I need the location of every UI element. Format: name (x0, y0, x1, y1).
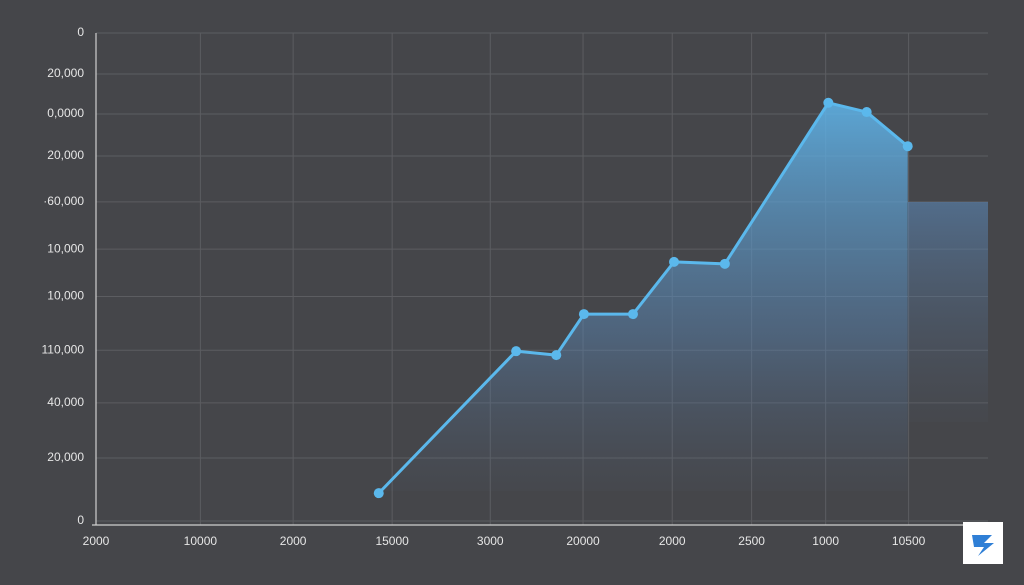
y-tick-label: 110,000 (42, 342, 85, 356)
y-tick-label: 0 (77, 513, 84, 527)
y-tick-label: 10,000 (47, 241, 84, 255)
point (373, 488, 384, 499)
area (378, 102, 908, 494)
line (377, 101, 909, 495)
x-tick-label: 2000 (659, 534, 686, 548)
point (902, 141, 913, 152)
x-tick-label: 10500 (892, 534, 926, 548)
y-tick-label: 20,000 (47, 148, 84, 162)
area-extension (908, 202, 988, 422)
x-tick-label: 1000 (812, 534, 839, 548)
point (823, 97, 834, 108)
x-tick-label: 2500 (738, 534, 765, 548)
logo-icon (972, 535, 994, 556)
x-tick-label: 15000 (375, 534, 409, 548)
point (578, 309, 589, 320)
point (861, 107, 872, 118)
y-tick-label: 0,0000 (47, 106, 84, 120)
point (551, 350, 562, 361)
y-tick-label: 40,000 (47, 395, 84, 409)
logo (963, 522, 1003, 564)
point (719, 258, 730, 269)
x-tick-label: 10000 (184, 534, 218, 548)
x-tick-label: 2000 (280, 534, 307, 548)
point (511, 346, 522, 357)
y-tick-label: 0 (77, 25, 84, 39)
y-tick-label: ·60,000 (43, 194, 84, 208)
x-tick-label: 2000 (83, 534, 110, 548)
y-tick-label: 10,000 (47, 289, 84, 303)
y-tick-label: 20,000 (47, 66, 84, 80)
x-tick-label: 20000 (566, 534, 600, 548)
x-tick-label: 3000 (477, 534, 504, 548)
point (627, 309, 638, 320)
point (669, 256, 680, 267)
data-layer (373, 97, 913, 499)
y-tick-label: 20,000 (47, 450, 84, 464)
